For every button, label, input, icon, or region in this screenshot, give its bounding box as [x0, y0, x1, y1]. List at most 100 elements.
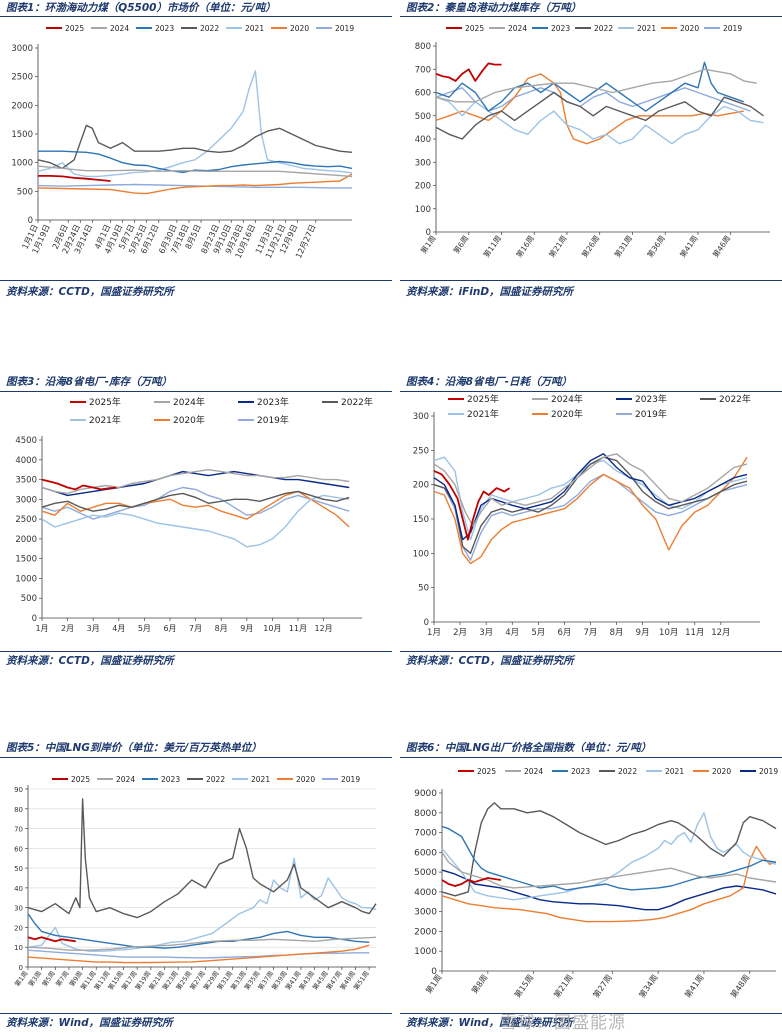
chart-3-x-tick-label: 8月: [215, 624, 228, 633]
chart-4-source: 资料来源：CCTD，国盛证券研究所: [406, 655, 574, 667]
panel-chart-2: 图表2：秦皇岛港动力煤库存（万吨） 0 100 200 300 400 500 600 700…: [400, 0, 782, 300]
chart-6-x-tick-label: 第27周: [591, 972, 614, 999]
chart-1-series-2024: [37, 165, 353, 178]
chart-3-series-2022: [41, 490, 350, 512]
chart-1-legend-label: 2021: [245, 24, 264, 33]
chart-2-y-tick-label: 600: [415, 89, 431, 99]
chart-4-y-tick-label: 200: [413, 481, 429, 491]
chart-1-legend-label: 2024: [110, 24, 129, 33]
chart-3-x-tick-label: 10月: [263, 624, 281, 633]
chart-3-x-tick-label: 9月: [240, 624, 253, 633]
chart-3-legend-label: 2025年: [89, 396, 121, 408]
chart-3-y-tick-label: 1500: [15, 555, 37, 565]
chart-6-title: 图表6：中国LNG出厂价格全国指数（单位：元/吨）: [406, 742, 652, 754]
chart-3-x-tick-label: 5月: [138, 624, 151, 633]
chart-3-legend-label: 2022年: [341, 396, 373, 408]
chart-5-y-tick-label: 70: [14, 826, 23, 834]
chart-4-x-tick-label: 6月: [557, 628, 571, 638]
chart-1-legend-label: 2022: [200, 24, 219, 33]
chart-1-legend-label: 2023: [155, 24, 174, 33]
chart-2-x-tick-label: 第6周: [451, 233, 471, 255]
chart-2-source: 资料来源：iFinD，国盛证券研究所: [406, 286, 574, 298]
chart-4-bottom-rule: [400, 651, 782, 652]
chart-3-source: 资料来源：CCTD，国盛证券研究所: [6, 655, 174, 667]
chart-5-series-2025: [27, 936, 76, 943]
chart-2-legend-label: 2022: [594, 24, 613, 33]
chart-1-series-2019: [37, 183, 352, 189]
chart-6-series-2019: [441, 869, 777, 911]
chart-2-legend-label: 2024: [508, 24, 527, 33]
chart-5-series-2021: [27, 857, 377, 952]
chart-3-x-tick-label: 11月: [289, 624, 307, 633]
chart-1-top-rule: [0, 16, 392, 17]
chart-6-x-tick-label: 第8周: [469, 972, 489, 995]
panel-chart-1: 图表1：环渤海动力煤（Q5500）市场价（单位：元/吨） 0 500 1000 150…: [0, 0, 392, 300]
chart-6-series-2025: [441, 877, 502, 887]
chart-3-x-tick-label: 4月: [112, 624, 125, 633]
chart-3-series-2025: [41, 478, 117, 491]
chart-4-legend-label: 2021年: [467, 408, 499, 420]
chart-6-series-2021: [441, 812, 777, 901]
chart-5-legend-label: 2021: [251, 775, 270, 784]
chart-3-series-2021: [41, 494, 350, 548]
chart-4-y-tick-label: 250: [413, 446, 429, 456]
chart-4-legend-label: 2022年: [719, 394, 751, 405]
chart-5-y-tick-label: 20: [14, 924, 23, 932]
chart-6-y-tick-label: 3000: [414, 908, 437, 918]
chart-2-x-tick-label: 第31周: [612, 233, 634, 259]
chart-1-legend-label: 2025: [65, 24, 84, 33]
chart-5-bottom-rule: [0, 1013, 392, 1014]
chart-6-legend-label: 2025: [477, 767, 496, 776]
chart-4-x-tick-label: 1月: [427, 628, 441, 638]
chart-5-title: 图表5：中国LNG到岸价（单位：美元/百万英热单位）: [6, 742, 262, 754]
chart-6-y-tick-label: 7000: [414, 829, 437, 839]
chart-4-top-rule: [400, 391, 782, 392]
chart-6-y-tick-label: 6000: [414, 848, 437, 858]
chart-2-x-tick-label: 第41周: [677, 233, 699, 259]
chart-2-x-tick-label: 第36周: [645, 233, 667, 259]
chart-3-legend-label: 2020年: [173, 414, 205, 426]
chart-2-x-tick-label: 第16周: [514, 233, 536, 259]
chart-3-top-rule: [0, 391, 392, 392]
chart-4-y-tick-label: 100: [413, 549, 429, 559]
chart-3-y-tick-label: 0: [32, 614, 37, 624]
chart-1-y-tick-label: 1000: [11, 159, 33, 169]
chart-2-legend-label: 2021: [637, 24, 656, 33]
chart-6-x-tick-label: 第21周: [551, 972, 574, 999]
chart-5-y-tick-label: 40: [14, 885, 23, 893]
panel-chart-3: 图表3：沿海8省电厂-库存（万吨） 0 500 1000 1500 2000 2500 30…: [0, 374, 392, 670]
chart-6-top-rule: [400, 757, 782, 758]
chart-3-legend-label: 2021年: [89, 414, 121, 426]
chart-6-svg: 0 1000 2000 3000 4000 5000 6000 7000 8000 9000 第1周…: [414, 767, 778, 1000]
chart-6-y-tick-label: 8000: [414, 809, 437, 819]
chart-1-series-2023: [38, 150, 353, 174]
chart-6-series-2023: [441, 825, 777, 891]
chart-1-series-2025: [38, 175, 111, 182]
chart-4-series-2019: [433, 473, 748, 561]
chart-5-svg: 0102030405060708090第1周第3周第5周第7周第9周第11周第1…: [12, 775, 377, 992]
chart-3-y-tick-label: 2500: [15, 515, 37, 525]
chart-5-x-tick-label: 第3周: [26, 969, 43, 988]
chart-1-legend-label: 2020: [290, 24, 309, 33]
chart-2-series-2020: [435, 73, 744, 145]
chart-2-series-2025: [435, 62, 502, 82]
chart-4-series-2020: [433, 456, 748, 565]
chart-5-y-tick-label: 90: [14, 786, 23, 794]
chart-5-series-2024: [27, 936, 377, 951]
chart-3-y-tick-label: 4500: [15, 436, 37, 446]
chart-6-bottom-rule: [400, 1013, 782, 1014]
chart-2-legend-label: 2023: [551, 24, 570, 33]
chart-4-series-2024: [433, 453, 748, 527]
chart-5-legend-label: 2025: [71, 775, 90, 784]
chart-6-y-tick-label: 1000: [414, 947, 437, 957]
chart-4-x-tick-label: 5月: [531, 628, 545, 638]
chart-4-x-tick-label: 9月: [636, 628, 650, 638]
chart-2-legend-label: 2019: [723, 24, 742, 33]
chart-6-x-tick-label: 第1周: [423, 972, 443, 995]
chart-4-legend-label: 2025年: [467, 394, 499, 405]
chart-5-y-tick-label: 80: [14, 806, 23, 814]
chart-3-y-tick-label: 500: [21, 594, 37, 604]
chart-4-y-tick-label: 50: [418, 584, 429, 594]
chart-5-series-2020: [27, 944, 370, 964]
chart-6-source: 资料来源：Wind，国盛证券研究所: [406, 1017, 573, 1029]
